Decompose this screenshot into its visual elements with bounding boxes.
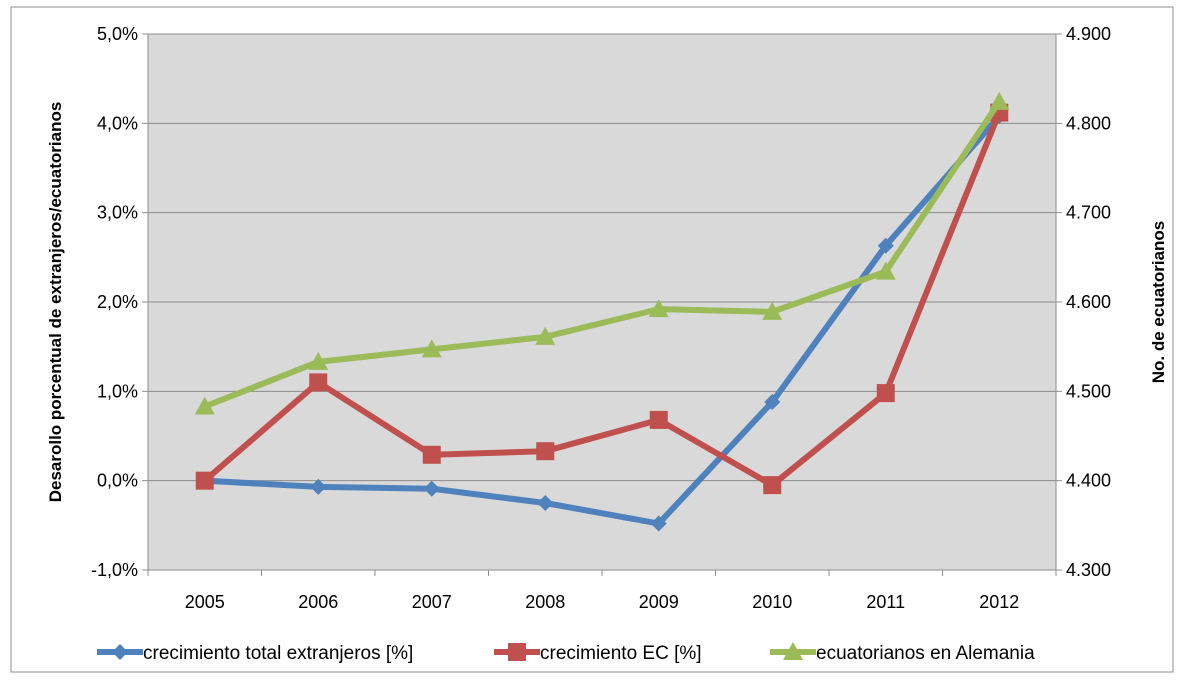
data-point xyxy=(536,442,555,461)
data-point xyxy=(763,476,782,495)
left-tick-label: -1,0% xyxy=(91,560,138,580)
legend-label: ecuatorianos en Alemania xyxy=(816,643,1035,664)
data-point xyxy=(989,91,1010,110)
data-point xyxy=(308,351,329,370)
x-tick-label: 2009 xyxy=(639,592,679,612)
right-tick-label: 4.300 xyxy=(1066,560,1111,580)
data-point xyxy=(194,396,215,415)
legend-item: crecimiento total extranjeros [%] xyxy=(97,643,413,664)
x-tick-label: 2012 xyxy=(979,592,1019,612)
left-axis-ticks: -1,0% 0,0% 1,0% 2,0% 3,0% 4,0% 5,0% xyxy=(91,24,148,580)
data-point xyxy=(875,261,896,280)
data-point xyxy=(764,394,781,411)
x-axis-ticks: 2005 2006 2007 2008 2009 2010 2011 2012 xyxy=(147,570,1057,612)
left-tick-label: 2,0% xyxy=(97,292,138,312)
legend-label: crecimiento EC [%] xyxy=(540,643,702,664)
data-point xyxy=(309,373,328,392)
legend-marker xyxy=(112,644,128,660)
series-layer xyxy=(194,91,1010,532)
right-axis-ticks: 4.300 4.400 4.500 4.600 4.700 4.800 4.900 xyxy=(1056,24,1111,580)
series-line xyxy=(201,113,1003,527)
data-point xyxy=(195,471,214,490)
right-tick-label: 4.700 xyxy=(1066,203,1111,223)
right-tick-label: 4.500 xyxy=(1066,381,1111,401)
data-point xyxy=(877,237,894,254)
right-tick-label: 4.800 xyxy=(1066,113,1111,133)
data-point xyxy=(650,515,667,532)
x-tick-label: 2006 xyxy=(298,592,338,612)
series-ecuatorianos-en-alemania xyxy=(194,91,1010,415)
data-point xyxy=(648,299,669,318)
left-axis-title: Desarollo porcentual de extranjeros/ecua… xyxy=(46,102,65,503)
right-tick-label: 4.400 xyxy=(1066,471,1111,491)
gridlines xyxy=(148,122,1056,482)
left-tick-label: 5,0% xyxy=(97,24,138,44)
series-crecimiento-ec xyxy=(195,103,1009,495)
legend-item: crecimiento EC [%] xyxy=(494,643,702,664)
data-point xyxy=(535,326,556,345)
x-tick-label: 2005 xyxy=(185,592,225,612)
legend-marker xyxy=(508,643,526,661)
data-point xyxy=(421,339,442,358)
right-tick-label: 4.600 xyxy=(1066,292,1111,312)
right-axis-title: No. de ecuatorianos xyxy=(1149,221,1168,383)
right-tick-label: 4.900 xyxy=(1066,24,1111,44)
legend-marker xyxy=(783,642,803,660)
data-point xyxy=(422,445,441,464)
left-tick-label: 3,0% xyxy=(97,203,138,223)
left-tick-label: 1,0% xyxy=(97,381,138,401)
series-line xyxy=(201,98,1003,410)
data-point xyxy=(310,478,327,495)
x-tick-label: 2011 xyxy=(866,592,905,612)
data-point xyxy=(649,410,668,429)
data-point xyxy=(876,384,895,403)
legend: crecimiento total extranjeros [%] crecimi… xyxy=(97,642,1035,664)
data-point xyxy=(762,301,783,320)
x-tick-label: 2007 xyxy=(412,592,452,612)
x-tick-label: 2008 xyxy=(525,592,565,612)
legend-label: crecimiento total extranjeros [%] xyxy=(143,643,413,664)
series-line xyxy=(201,109,1003,489)
left-tick-label: 4,0% xyxy=(97,113,138,133)
legend-item: ecuatorianos en Alemania xyxy=(770,642,1035,664)
data-point xyxy=(423,480,440,497)
left-tick-label: 0,0% xyxy=(97,471,138,491)
x-tick-label: 2010 xyxy=(752,592,792,612)
data-point xyxy=(537,495,554,511)
